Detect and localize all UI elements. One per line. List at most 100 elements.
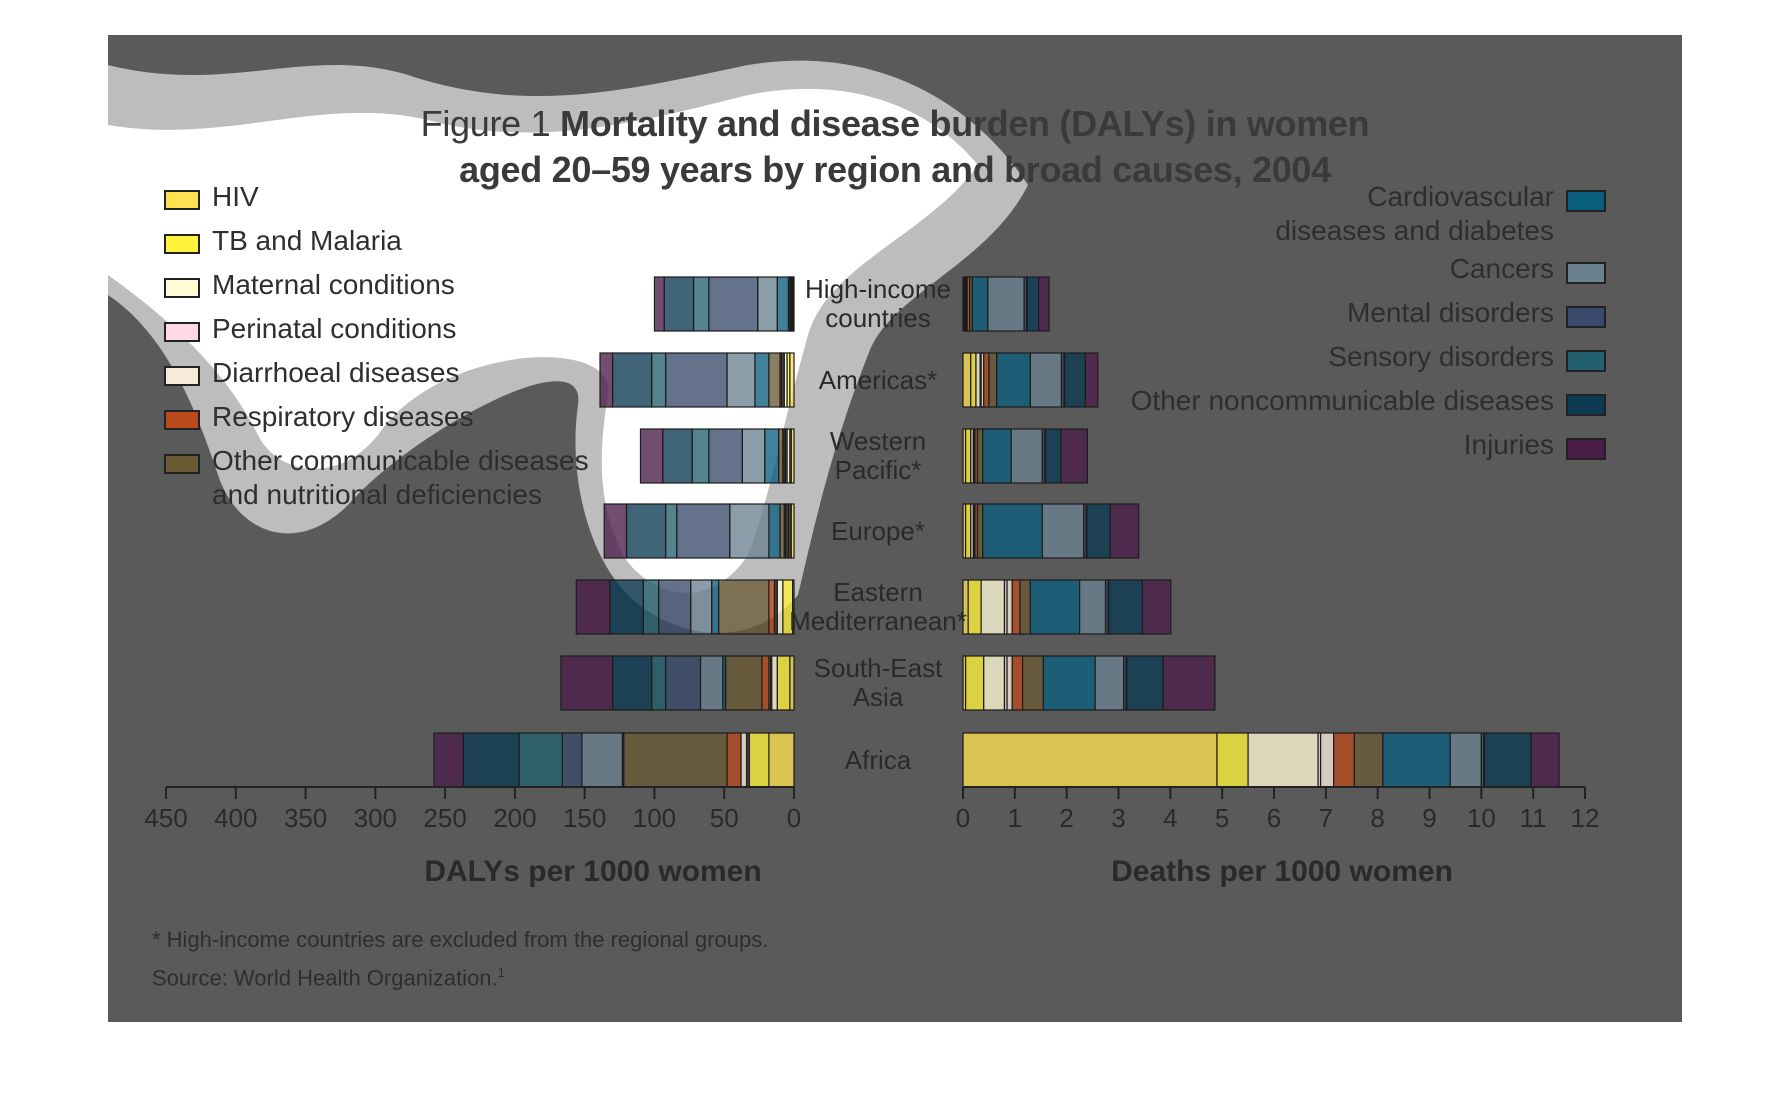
legend-label-tb-malaria: TB and Malaria	[212, 225, 402, 256]
legend-item-tb-malaria: TB and Malaria	[164, 224, 624, 268]
bar-segment-deaths-europe-cardiovascular-diseases-and-diabetes	[982, 503, 1043, 559]
bar-segment-dalys-western-pacific-sensory-disorders	[691, 428, 710, 484]
bar-segment-deaths-africa-diarrhoeal-diseases	[1320, 732, 1335, 788]
legend-label-other-communicable-line-2: and nutritional deficiencies	[212, 479, 542, 510]
region-label-europe: Europe*	[831, 515, 925, 546]
dalys-tick-label-200: 200	[493, 803, 536, 833]
dalys-tick-label-450: 450	[144, 803, 187, 833]
legend-swatch-perinatal	[164, 322, 200, 342]
bar-segment-dalys-western-pacific-other-noncommunicable-diseases	[662, 428, 693, 484]
legend-swatch-cardiovascular	[1566, 190, 1606, 212]
bar-segment-dalys-eastern-mediterranean-sensory-disorders	[642, 579, 660, 635]
dalys-axis-title: DALYs per 1000 women	[424, 855, 762, 888]
bar-segment-deaths-africa-tb-and-malaria	[1216, 732, 1249, 788]
bar-segment-deaths-high-income-countries-injuries	[1038, 276, 1050, 332]
legend-label-cardiovascular-line-1: Cardiovascular	[1367, 181, 1554, 212]
footnote: * High-income countries are excluded fro…	[152, 927, 769, 952]
bar-segment-dalys-africa-tb-and-malaria	[748, 732, 770, 788]
bar-segment-dalys-south-east-asia-maternal-conditions	[771, 655, 778, 711]
deaths-tick-label-2: 2	[1059, 803, 1073, 833]
bar-segment-dalys-western-pacific-cancers	[741, 428, 766, 484]
bar-segment-dalys-africa-diarrhoeal-diseases	[740, 732, 748, 788]
deaths-tick-label-3: 3	[1111, 803, 1125, 833]
legend-swatch-diarrhoeal	[164, 366, 200, 386]
bar-segment-dalys-south-east-asia-sensory-disorders	[651, 655, 667, 711]
deaths-tick-label-8: 8	[1370, 803, 1384, 833]
legend-swatch-mental	[1566, 306, 1606, 328]
bar-segment-dalys-south-east-asia-respiratory-diseases	[761, 655, 770, 711]
legend-label-maternal: Maternal conditions	[212, 269, 455, 300]
bar-segment-dalys-europe-other-noncommunicable-diseases	[625, 503, 667, 559]
bar-segment-dalys-eastern-mediterranean-injuries	[575, 579, 611, 635]
legend-label-respiratory: Respiratory diseases	[212, 401, 474, 432]
deaths-tick-label-5: 5	[1215, 803, 1229, 833]
deaths-tick-label-0: 0	[956, 803, 970, 833]
bar-segment-deaths-africa-respiratory-diseases	[1333, 732, 1355, 788]
bar-segment-dalys-south-east-asia-other-communicable-diseases-and-nutritional-deficiencies	[725, 655, 763, 711]
source-superscript: 1	[497, 965, 505, 980]
bar-segment-dalys-high-income-countries-other-noncommunicable-diseases	[663, 276, 695, 332]
bar-segment-deaths-western-pacific-other-noncommunicable-diseases	[1044, 428, 1062, 484]
bar-segment-deaths-americas-respiratory-diseases	[983, 352, 990, 408]
region-label-high-income-countries: High-income countries	[805, 274, 951, 333]
bar-segment-dalys-south-east-asia-cancers	[699, 655, 724, 711]
legend-label-other-communicable-line-1: Other communicable diseases	[212, 445, 589, 476]
bar-segment-deaths-americas-other-noncommunicable-diseases	[1063, 352, 1086, 408]
bar-segment-deaths-south-east-asia-other-noncommunicable-diseases	[1126, 655, 1164, 711]
legend-label-injuries: Injuries	[1463, 429, 1554, 460]
legend-label-other-communicable: Other communicable diseases and nutrition…	[212, 444, 589, 512]
region-label-africa: Africa	[844, 744, 912, 775]
bar-segment-dalys-africa-cancers	[581, 732, 623, 788]
bar-segment-deaths-western-pacific-cardiovascular-diseases-and-diabetes	[982, 428, 1012, 484]
bar-segment-deaths-eastern-mediterranean-diarrhoeal-diseases	[1006, 579, 1013, 635]
legend-label-other-noncommunicable: Other noncommunicable diseases	[1130, 385, 1554, 416]
bar-segment-deaths-europe-other-noncommunicable-diseases	[1086, 503, 1111, 559]
dalys-tick-label-150: 150	[563, 803, 606, 833]
legend-item-hiv: HIV	[164, 180, 624, 224]
title-line-2: aged 20–59 years by region and broad cau…	[459, 149, 1331, 190]
bar-segment-deaths-high-income-countries-other-noncommunicable-diseases	[1026, 276, 1040, 332]
bar-segment-deaths-africa-cancers	[1449, 732, 1482, 788]
bar-segment-deaths-americas-cardiovascular-diseases-and-diabetes	[996, 352, 1031, 408]
deaths-tick-label-7: 7	[1319, 803, 1333, 833]
bar-segment-dalys-americas-mental-disorders	[665, 352, 728, 408]
bar-segment-dalys-americas-injuries	[599, 352, 614, 408]
bar-segment-dalys-africa-sensory-disorders	[518, 732, 563, 788]
bar-segment-deaths-south-east-asia-respiratory-diseases	[1011, 655, 1024, 711]
legend-item-respiratory: Respiratory diseases	[164, 400, 624, 444]
bar-segment-dalys-eastern-mediterranean-other-communicable-diseases-and-nutritional-deficiencies	[718, 579, 770, 635]
bar-segment-deaths-south-east-asia-cancers	[1094, 655, 1125, 711]
bar-segment-dalys-high-income-countries-sensory-disorders	[692, 276, 710, 332]
bar-segment-deaths-south-east-asia-other-communicable-diseases-and-nutritional-deficiencies	[1022, 655, 1044, 711]
legend-swatch-other-communicable	[164, 454, 200, 474]
bar-segment-deaths-western-pacific-other-communicable-diseases-and-nutritional-deficiencies	[976, 428, 984, 484]
bar-segment-dalys-africa-other-communicable-diseases-and-nutritional-deficiencies	[623, 732, 728, 788]
figure-number: Figure 1	[420, 103, 551, 144]
legend-swatch-respiratory	[164, 410, 200, 430]
bar-segment-deaths-africa-cardiovascular-diseases-and-diabetes	[1382, 732, 1451, 788]
bar-segment-deaths-eastern-mediterranean-other-noncommunicable-diseases	[1108, 579, 1143, 635]
bar-segment-dalys-europe-injuries	[603, 503, 628, 559]
bar-segment-dalys-americas-cardiovascular-diseases-and-diabetes	[754, 352, 770, 408]
bar-segment-deaths-eastern-mediterranean-maternal-conditions	[980, 579, 1006, 635]
legend-label-cardiovascular-line-2: diseases and diabetes	[1275, 215, 1554, 246]
bar-segment-deaths-europe-injuries	[1109, 503, 1140, 559]
legend-label-cancers: Cancers	[1449, 253, 1554, 284]
figure-panel: Figure 1 Mortality and disease burden (D…	[108, 35, 1682, 1022]
bar-segment-dalys-eastern-mediterranean-cancers	[690, 579, 713, 635]
legend-noncommunicable: Cardiovascular diseases and diabetes Canc…	[1006, 180, 1606, 472]
bar-segment-dalys-western-pacific-cardiovascular-diseases-and-diabetes	[764, 428, 780, 484]
bar-segment-dalys-africa-other-noncommunicable-diseases	[462, 732, 520, 788]
legend-label-hiv: HIV	[212, 181, 259, 212]
deaths-tick-label-1: 1	[1008, 803, 1022, 833]
bar-segment-dalys-south-east-asia-injuries	[560, 655, 614, 711]
legend-item-other-communicable: Other communicable diseases and nutrition…	[164, 444, 624, 516]
bar-segment-deaths-europe-other-communicable-diseases-and-nutritional-deficiencies	[976, 503, 984, 559]
bar-segment-dalys-europe-cancers	[729, 503, 770, 559]
deaths-tick-label-11: 11	[1520, 803, 1547, 833]
legend-swatch-injuries	[1566, 438, 1606, 460]
bar-segment-deaths-africa-other-communicable-diseases-and-nutritional-deficiencies	[1353, 732, 1384, 788]
bar-segment-deaths-africa-injuries	[1530, 732, 1560, 788]
bar-segment-deaths-eastern-mediterranean-other-communicable-diseases-and-nutritional-deficiencies	[1019, 579, 1031, 635]
bar-segment-deaths-eastern-mediterranean-cardiovascular-diseases-and-diabetes	[1029, 579, 1081, 635]
